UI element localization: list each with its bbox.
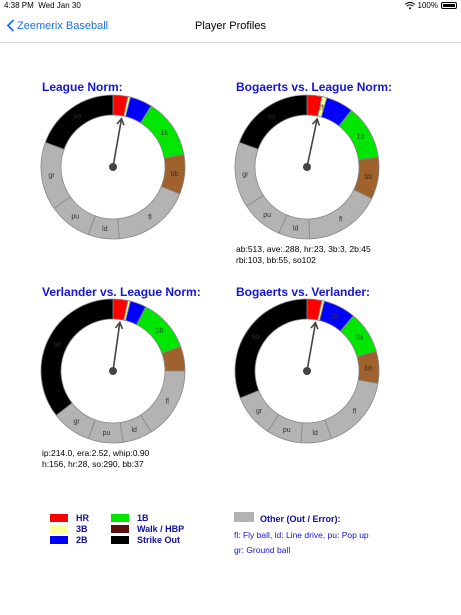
segment-fl bbox=[117, 185, 181, 240]
segment-label-fl: fl bbox=[339, 216, 343, 223]
segment-label-gr: gr bbox=[242, 172, 249, 179]
needle bbox=[306, 322, 317, 372]
segment-label-so: so bbox=[268, 114, 276, 121]
donut-chart-bogaerts-vs-league: 2b 1b bb fl ld pu gr so bbox=[234, 94, 380, 240]
segment-label-pu: pu bbox=[283, 427, 291, 434]
segment-label-ld: ld bbox=[293, 225, 299, 232]
segment-label-1b: 1b bbox=[161, 130, 169, 137]
wifi-icon bbox=[404, 1, 415, 9]
legend-swatch-strikeout bbox=[111, 536, 129, 544]
segment-label-gr: gr bbox=[256, 408, 263, 415]
donut-chart-verlander-vs-league: 1b fl ld pu gr so bbox=[40, 298, 186, 444]
needle-hub bbox=[109, 367, 117, 375]
legend-label-1b: 1B bbox=[137, 513, 149, 523]
donut-chart-bogaerts-vs-verlander: 2b 1b bb fl ld pu gr so bbox=[234, 298, 380, 444]
needle-arrowhead bbox=[310, 321, 319, 330]
legend-swatch-2b bbox=[50, 536, 68, 544]
needle bbox=[306, 118, 318, 168]
legend-desc-line-2: gr: Ground ball bbox=[234, 545, 291, 555]
navigation-bar: Zeemerix Baseball Player Profiles bbox=[0, 12, 461, 43]
segment-label-bb: bb bbox=[171, 171, 179, 178]
segment-gr bbox=[40, 141, 71, 209]
legend-swatch-hr bbox=[50, 514, 68, 522]
segment-label-pu: pu bbox=[103, 430, 111, 437]
segment-label-bb: bb bbox=[365, 365, 373, 372]
segment-label-3b: 2b bbox=[318, 104, 326, 111]
needle-arrowhead bbox=[311, 117, 321, 126]
segment-fl bbox=[324, 379, 379, 440]
bogaerts-stats-line-1: ab:513, ave:.288, hr:23, 3b:3, 2b:45 bbox=[236, 244, 371, 254]
chevron-left-icon bbox=[6, 19, 15, 32]
status-time: 4:38 PM bbox=[4, 1, 34, 10]
segment-label-1b: 1b bbox=[355, 335, 363, 342]
battery-icon bbox=[441, 2, 457, 9]
segment-label-ld: ld bbox=[131, 427, 137, 434]
verlander-stats: ip:214.0, era:2.52, whip:0.90 h:156, hr:… bbox=[42, 448, 149, 470]
legend-label-strikeout: Strike Out bbox=[137, 535, 181, 545]
status-bar: 4:38 PM Wed Jan 30 100% bbox=[0, 0, 461, 12]
needle-hub bbox=[109, 163, 117, 171]
legend-swatch-walk bbox=[111, 525, 129, 533]
donut-chart-league-norm: 1b bb fl ld pu gr so bbox=[40, 94, 186, 240]
segment-label-ld: ld bbox=[312, 430, 318, 437]
panel-title-bogaerts-vs-verlander: Bogaerts vs. Verlander: bbox=[236, 285, 371, 299]
segment-label-so: so bbox=[252, 334, 260, 341]
legend-label-hr: HR bbox=[76, 513, 89, 523]
back-button-label: Zeemerix Baseball bbox=[17, 19, 109, 32]
segment-label-2b: 2b bbox=[331, 313, 339, 320]
back-button[interactable]: Zeemerix Baseball bbox=[6, 19, 108, 32]
legend-label-other: Other (Out / Error): bbox=[260, 514, 341, 524]
battery-percent: 100% bbox=[417, 1, 438, 10]
status-right: 100% bbox=[404, 1, 457, 10]
panel-title-league-norm: League Norm: bbox=[42, 80, 123, 94]
needle bbox=[112, 118, 123, 168]
page-title: Player Profiles bbox=[195, 20, 266, 32]
segment-label-pu: pu bbox=[263, 212, 271, 219]
bogaerts-stats-line-2: rbi:103, bb:55, so102 bbox=[236, 255, 316, 265]
segment-gr bbox=[234, 141, 264, 207]
segment-label-gr: gr bbox=[48, 173, 55, 180]
segment-label-fl: fl bbox=[353, 408, 357, 415]
needle-hub bbox=[303, 367, 311, 375]
needle-arrowhead bbox=[116, 117, 125, 126]
segment-label-1b: 1b bbox=[357, 134, 365, 141]
verlander-stats-line-2: h:156, hr:28, so:290, bb:37 bbox=[42, 459, 144, 469]
segment-so bbox=[238, 94, 308, 150]
legend-swatch-other bbox=[234, 512, 254, 522]
legend-label-2b: 2B bbox=[76, 535, 88, 545]
segment-so bbox=[234, 298, 308, 399]
bogaerts-stats: ab:513, ave:.288, hr:23, 3b:3, 2b:45 rbi… bbox=[236, 244, 371, 266]
segment-label-so: so bbox=[54, 341, 62, 348]
status-date: Wed Jan 30 bbox=[38, 1, 81, 10]
panel-title-verlander-vs-league: Verlander vs. League Norm: bbox=[42, 285, 201, 299]
needle-arrowhead bbox=[114, 320, 124, 330]
segment-label-pu: pu bbox=[71, 214, 79, 221]
status-time-date: 4:38 PM Wed Jan 30 bbox=[4, 1, 81, 10]
needle bbox=[112, 322, 121, 372]
segment-so bbox=[40, 298, 114, 416]
segment-label-so: so bbox=[74, 114, 82, 121]
panel-title-bogaerts-vs-league: Bogaerts vs. League Norm: bbox=[236, 80, 393, 94]
segment-fl bbox=[308, 189, 373, 240]
segment-label-fl: fl bbox=[165, 399, 169, 406]
legend-swatch-1b bbox=[111, 514, 129, 522]
segment-label-gr: gr bbox=[73, 419, 80, 426]
verlander-stats-line-1: ip:214.0, era:2.52, whip:0.90 bbox=[42, 448, 150, 458]
legend-swatch-3b bbox=[50, 525, 68, 533]
segment-label-1b: 1b bbox=[156, 327, 164, 334]
legend-label-3b: 3B bbox=[76, 524, 88, 534]
segment-fl bbox=[140, 370, 186, 433]
segment-label-ld: ld bbox=[102, 226, 108, 233]
segment-so bbox=[44, 94, 114, 150]
legend-desc-line-1: fl: Fly ball, ld: Line drive, pu: Pop up bbox=[234, 530, 369, 540]
segment-label-fl: fl bbox=[148, 214, 152, 221]
segment-label-bb: bb bbox=[364, 174, 372, 181]
legend-label-walk: Walk / HBP bbox=[137, 524, 185, 534]
needle-hub bbox=[303, 163, 311, 171]
